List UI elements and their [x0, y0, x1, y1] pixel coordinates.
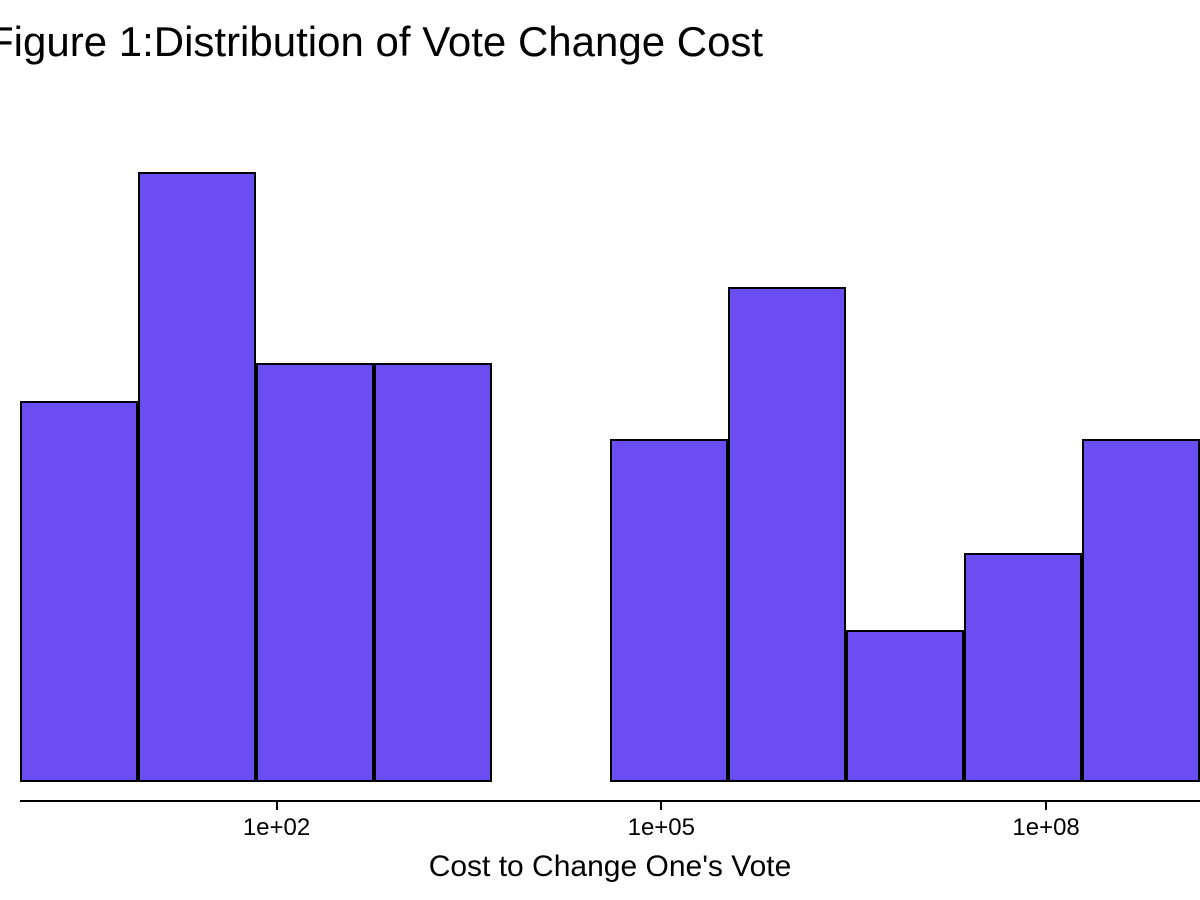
x-axis-tick-label: 1e+05 [628, 814, 695, 842]
histogram-bar [846, 630, 964, 782]
histogram-bar [728, 287, 846, 782]
histogram-bar [374, 363, 492, 782]
x-axis-tick [1045, 802, 1047, 810]
histogram-bar [256, 363, 374, 782]
x-axis-tick-label: 1e+02 [243, 814, 310, 842]
x-axis-line [20, 800, 1200, 802]
histogram-bar [20, 401, 138, 782]
histogram-bar [1082, 439, 1200, 782]
plot-area [20, 142, 1200, 782]
x-axis-label: Cost to Change One's Vote [429, 850, 792, 884]
histogram-bar [964, 553, 1082, 782]
x-axis-tick [660, 802, 662, 810]
chart-container: Figure 1:Distribution of Vote Change Cos… [0, 0, 1200, 900]
histogram-bar [610, 439, 728, 782]
x-axis-tick-label: 1e+08 [1012, 814, 1079, 842]
x-axis-tick [276, 802, 278, 810]
chart-title: Figure 1:Distribution of Vote Change Cos… [0, 18, 763, 66]
histogram-bar [138, 172, 256, 782]
